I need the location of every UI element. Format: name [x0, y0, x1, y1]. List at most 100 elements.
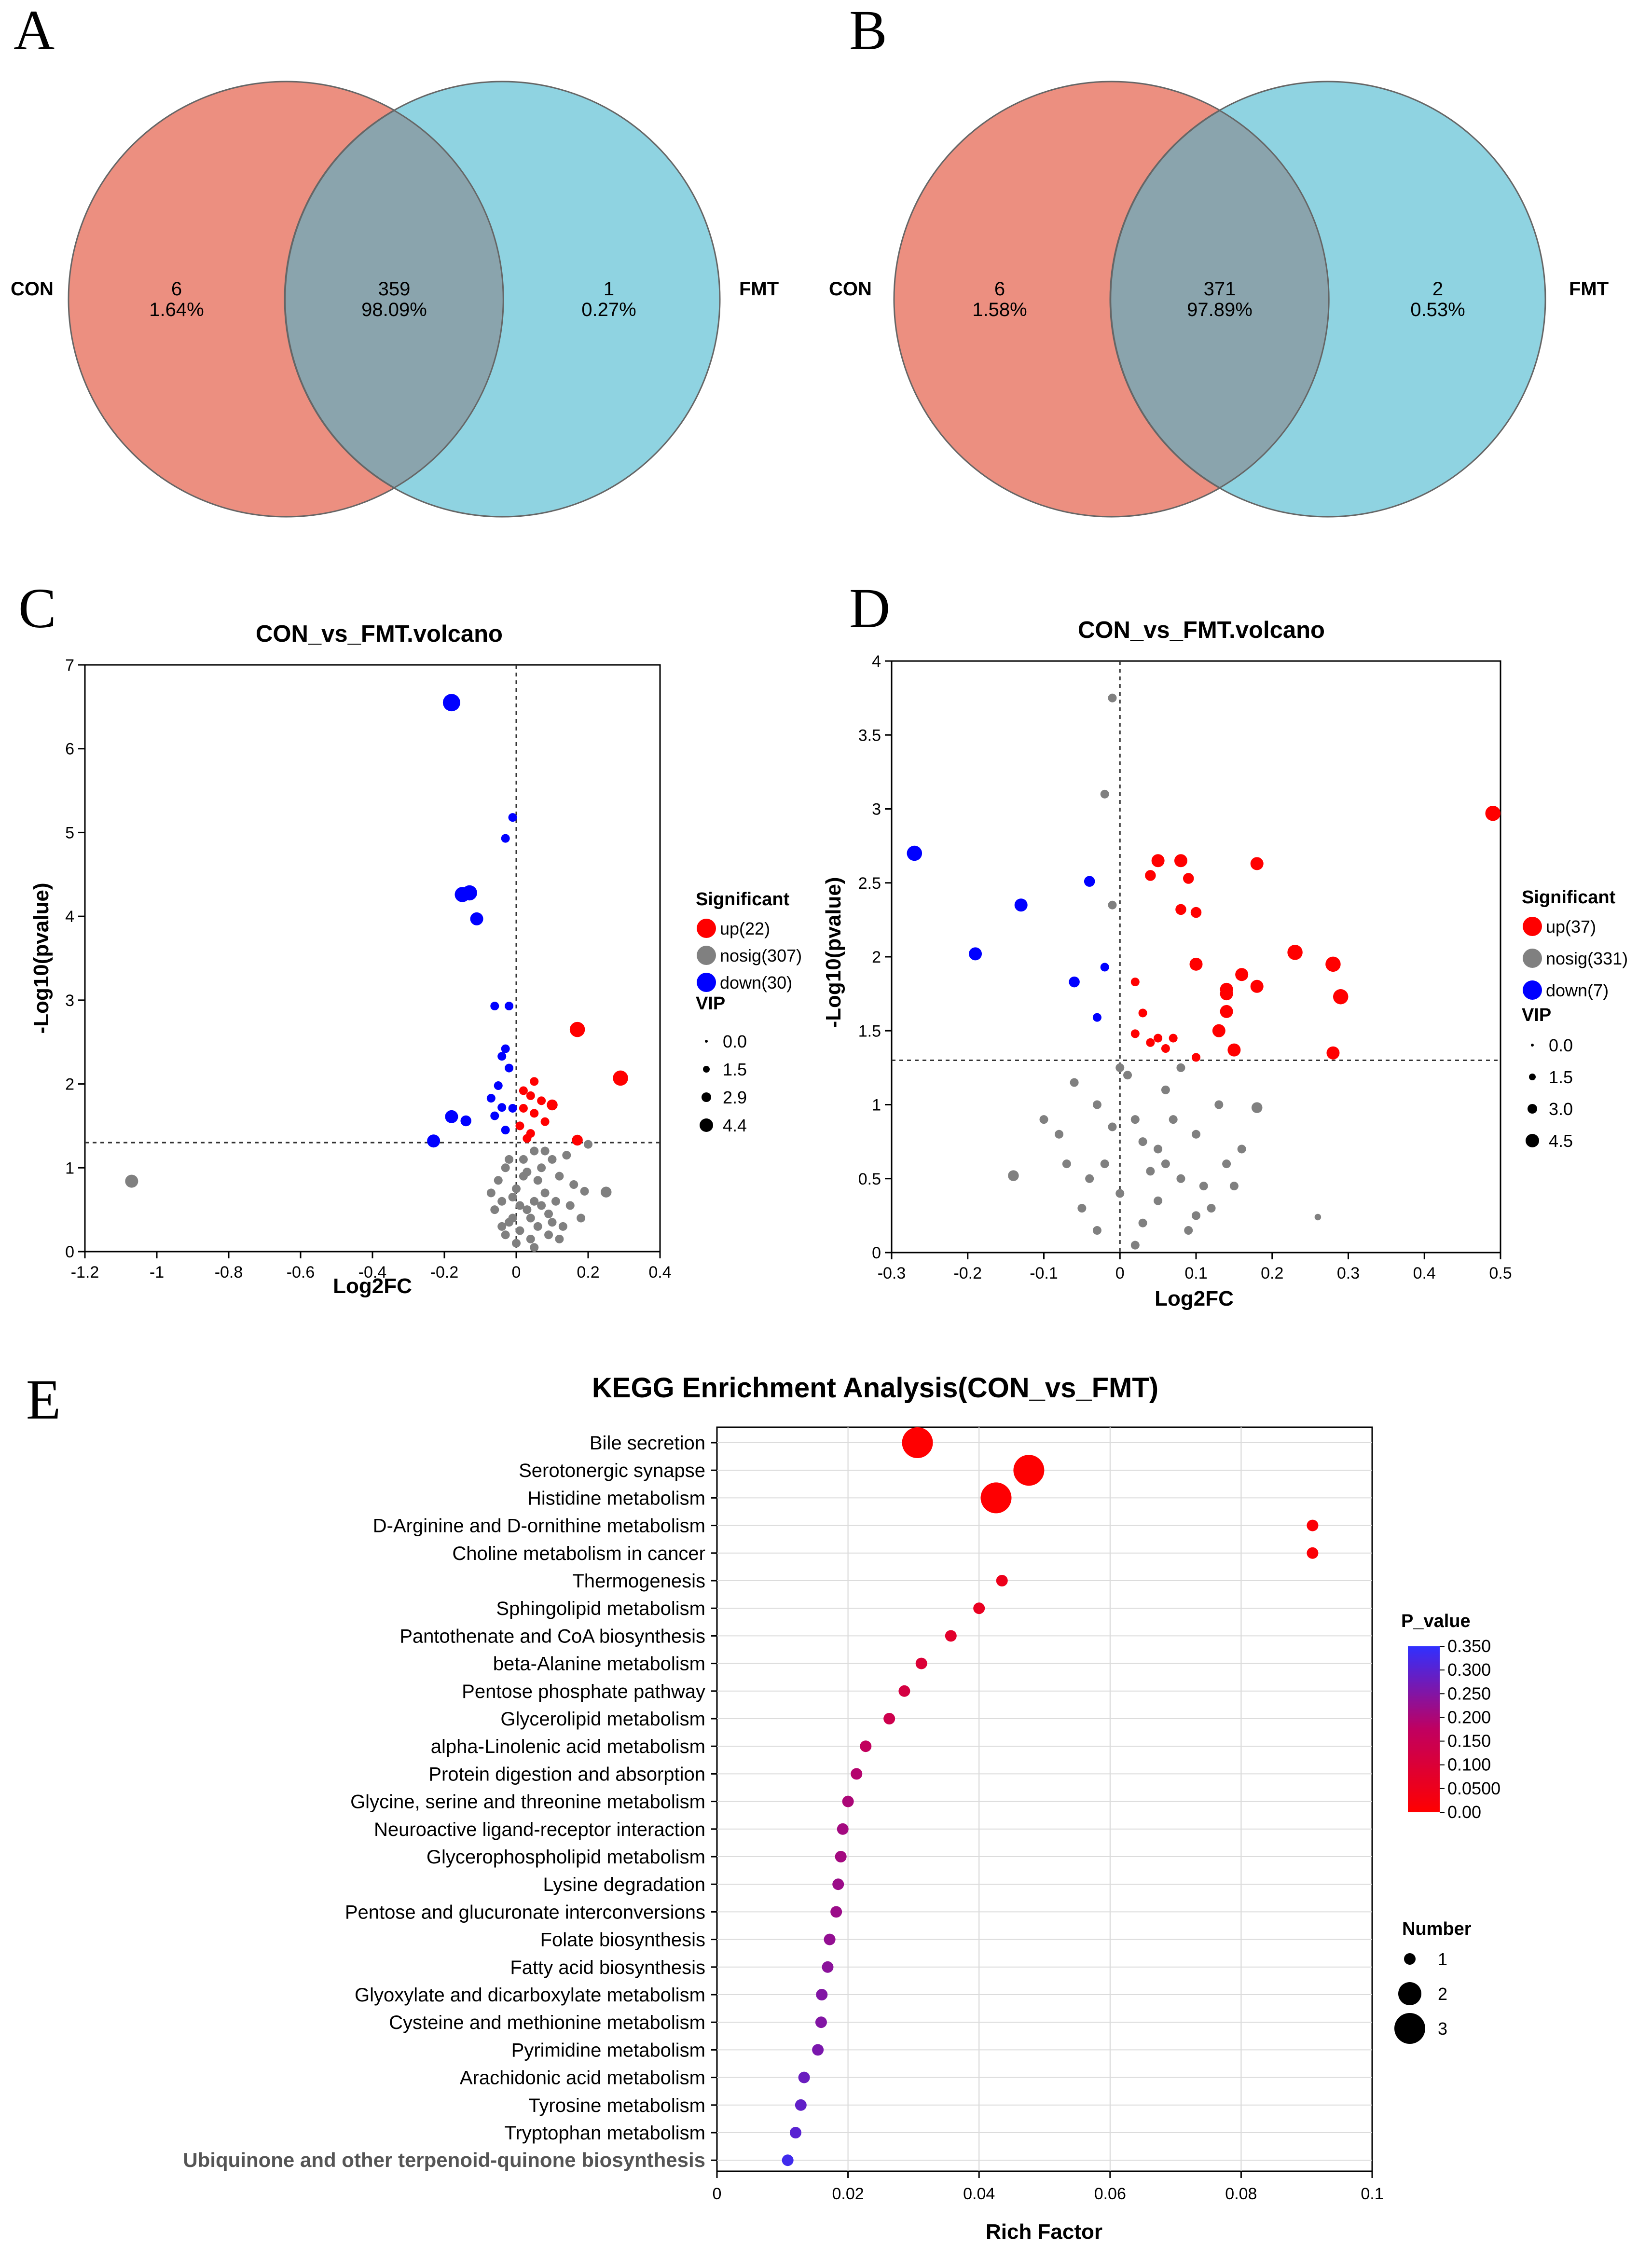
nosig-point	[1207, 1204, 1216, 1213]
nosig-point	[540, 1146, 550, 1156]
volcano-d-xlabel: Log2FC	[1155, 1287, 1234, 1310]
kegg-number-legend: 1 2 3	[1394, 1949, 1447, 2044]
number-legend-marker	[1404, 1953, 1416, 1965]
venn-a-left-percent: 1.64%	[149, 299, 204, 320]
kegg-pathway-label: Serotonergic synapse	[519, 1460, 705, 1481]
nosig-point	[501, 1230, 510, 1240]
up-point	[537, 1096, 546, 1105]
legend-down-label: down(7)	[1546, 980, 1609, 1000]
up-point	[1192, 1053, 1200, 1062]
nosig-point	[1008, 1170, 1019, 1181]
legend-nosig-label: nosig(307)	[720, 946, 802, 965]
number-legend-marker	[1398, 1982, 1421, 2005]
kegg-pathway-label: Fatty acid biosynthesis	[510, 1957, 705, 1978]
nosig-point	[580, 1186, 589, 1196]
nosig-point	[1062, 1159, 1071, 1169]
up-point	[540, 1117, 550, 1126]
up-point	[530, 1109, 539, 1118]
kegg-x-tick-label: 0	[713, 2185, 722, 2203]
vip-legend-label: 4.4	[723, 1116, 747, 1135]
kegg-point	[945, 1630, 957, 1642]
venn-b-left-label: CON	[829, 278, 872, 300]
y-tick-label: 2	[872, 948, 881, 966]
vip-legend-marker	[703, 1066, 710, 1073]
up-point	[1212, 1024, 1225, 1037]
pvalue-tick-label: 0.350	[1447, 1636, 1491, 1656]
kegg-pathway-label: Arachidonic acid metabolism	[460, 2068, 705, 2089]
nosig-point	[555, 1172, 564, 1181]
down-point	[907, 845, 922, 861]
volcano-c-sig-legend: up(22) nosig(307) down(30)	[697, 919, 802, 993]
vip-legend-marker	[702, 1092, 711, 1102]
up-point	[1138, 1008, 1147, 1018]
up-point	[519, 1103, 528, 1113]
venn-a-right-count: 1	[604, 278, 614, 300]
venn-a-left-label: CON	[11, 278, 54, 300]
volcano-c-xlabel: Log2FC	[333, 1274, 412, 1298]
volcano-d: CON_vs_FMT.volcano -0.3 -0.2 -0.1 0 0.1 0.2 0.…	[822, 617, 1628, 1310]
kegg-point	[980, 1482, 1012, 1514]
number-legend-marker	[1394, 2013, 1425, 2044]
kegg-pathway-label: beta-Alanine metabolism	[493, 1654, 705, 1675]
venn-a-both-percent: 98.09%	[361, 299, 427, 320]
volcano-c-legend-vip-title: VIP	[696, 993, 725, 1014]
volcano-d-ticks: -0.3 -0.2 -0.1 0 0.1 0.2 0.3 0.4 0.5 0 0.5 1 1.5 2 2.5…	[858, 652, 1512, 1282]
down-point	[470, 912, 483, 925]
nosig-point	[1161, 1159, 1170, 1169]
nosig-point	[526, 1234, 535, 1243]
nosig-point	[1108, 900, 1117, 910]
panel-letter-a: A	[14, 0, 55, 62]
nosig-point	[548, 1218, 557, 1227]
legend-nosig-marker	[697, 946, 716, 965]
nosig-point	[537, 1163, 546, 1172]
kegg-pathway-label: Tyrosine metabolism	[528, 2095, 705, 2116]
nosig-point	[519, 1155, 528, 1164]
x-tick-label: 0.4	[648, 1263, 671, 1282]
kegg-pathway-label: Tryptophan metabolism	[505, 2123, 705, 2144]
vip-legend-label: 0.0	[723, 1032, 747, 1051]
nosig-point	[533, 1222, 542, 1231]
y-tick-label: 2.5	[858, 874, 881, 893]
nosig-point	[530, 1146, 539, 1156]
nosig-point	[1100, 1159, 1109, 1169]
up-point	[1189, 957, 1203, 971]
kegg-point	[860, 1740, 872, 1752]
kegg-pvalue-ticks: 0.350 0.300 0.250 0.200 0.150 0.100 0.0500 0.00	[1440, 1636, 1501, 1822]
kegg-points	[782, 1427, 1319, 2166]
down-point	[508, 1103, 517, 1113]
nosig-point	[1092, 1100, 1101, 1109]
volcano-d-points	[907, 693, 1501, 1250]
nosig-point	[1176, 1174, 1185, 1183]
vip-legend-marker	[1526, 1134, 1539, 1147]
down-point	[505, 1002, 514, 1011]
legend-down-marker	[1523, 980, 1542, 1000]
nosig-point	[1161, 1085, 1170, 1094]
nosig-point	[497, 1222, 507, 1231]
down-point	[501, 834, 510, 843]
pvalue-tick-label: 0.250	[1447, 1683, 1491, 1703]
y-tick-label: 7	[65, 656, 74, 675]
venn-b: CON FMT 6 1.58% 371 97.89% 2 0.53%	[829, 81, 1609, 518]
up-point	[569, 1021, 585, 1037]
down-point	[490, 1002, 499, 1011]
x-tick-label: -0.4	[358, 1263, 387, 1282]
kegg-x-tick-label: 0.04	[963, 2185, 995, 2203]
nosig-point	[1115, 1189, 1125, 1198]
y-tick-label: 3	[872, 800, 881, 819]
up-point	[1175, 904, 1186, 915]
nosig-point	[1146, 1167, 1155, 1176]
kegg-point	[782, 2154, 794, 2166]
volcano-c-vip-legend: 0.0 1.5 2.9 4.4	[700, 1032, 747, 1135]
nosig-point	[1214, 1100, 1224, 1109]
kegg-labels: Bile secretion Serotonergic synapse Histid…	[183, 1433, 717, 2171]
y-tick-label: 0.5	[858, 1170, 881, 1188]
nosig-point	[523, 1167, 532, 1176]
up-point	[572, 1134, 583, 1146]
pvalue-tick-label: 0.00	[1447, 1802, 1481, 1822]
y-tick-label: 2	[65, 1075, 74, 1094]
vip-legend-label: 1.5	[1549, 1067, 1573, 1087]
kegg-point	[842, 1795, 854, 1807]
vip-legend-marker	[705, 1040, 708, 1043]
up-point	[1235, 968, 1249, 981]
kegg-x-tick-label: 0.02	[832, 2185, 864, 2203]
